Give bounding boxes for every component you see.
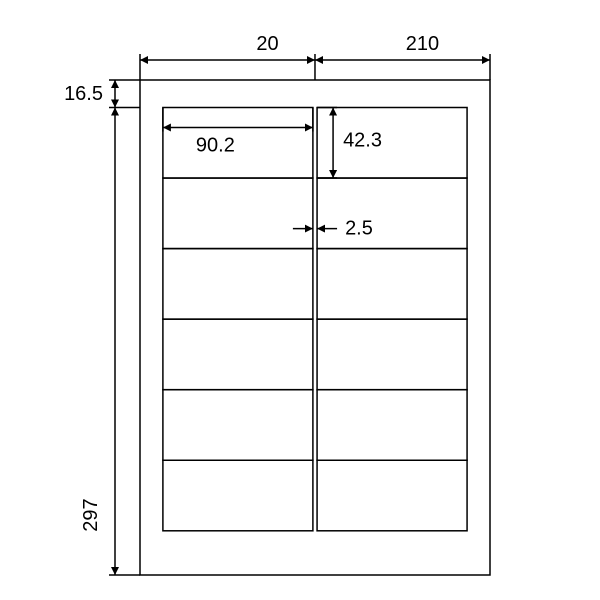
svg-text:210: 210 [406,33,439,55]
svg-text:2.5: 2.5 [345,218,373,240]
svg-text:20: 20 [256,33,278,55]
svg-text:297: 297 [80,498,102,531]
svg-text:42.3: 42.3 [343,129,382,151]
svg-text:16.5: 16.5 [64,83,103,105]
svg-text:90.2: 90.2 [196,135,235,157]
